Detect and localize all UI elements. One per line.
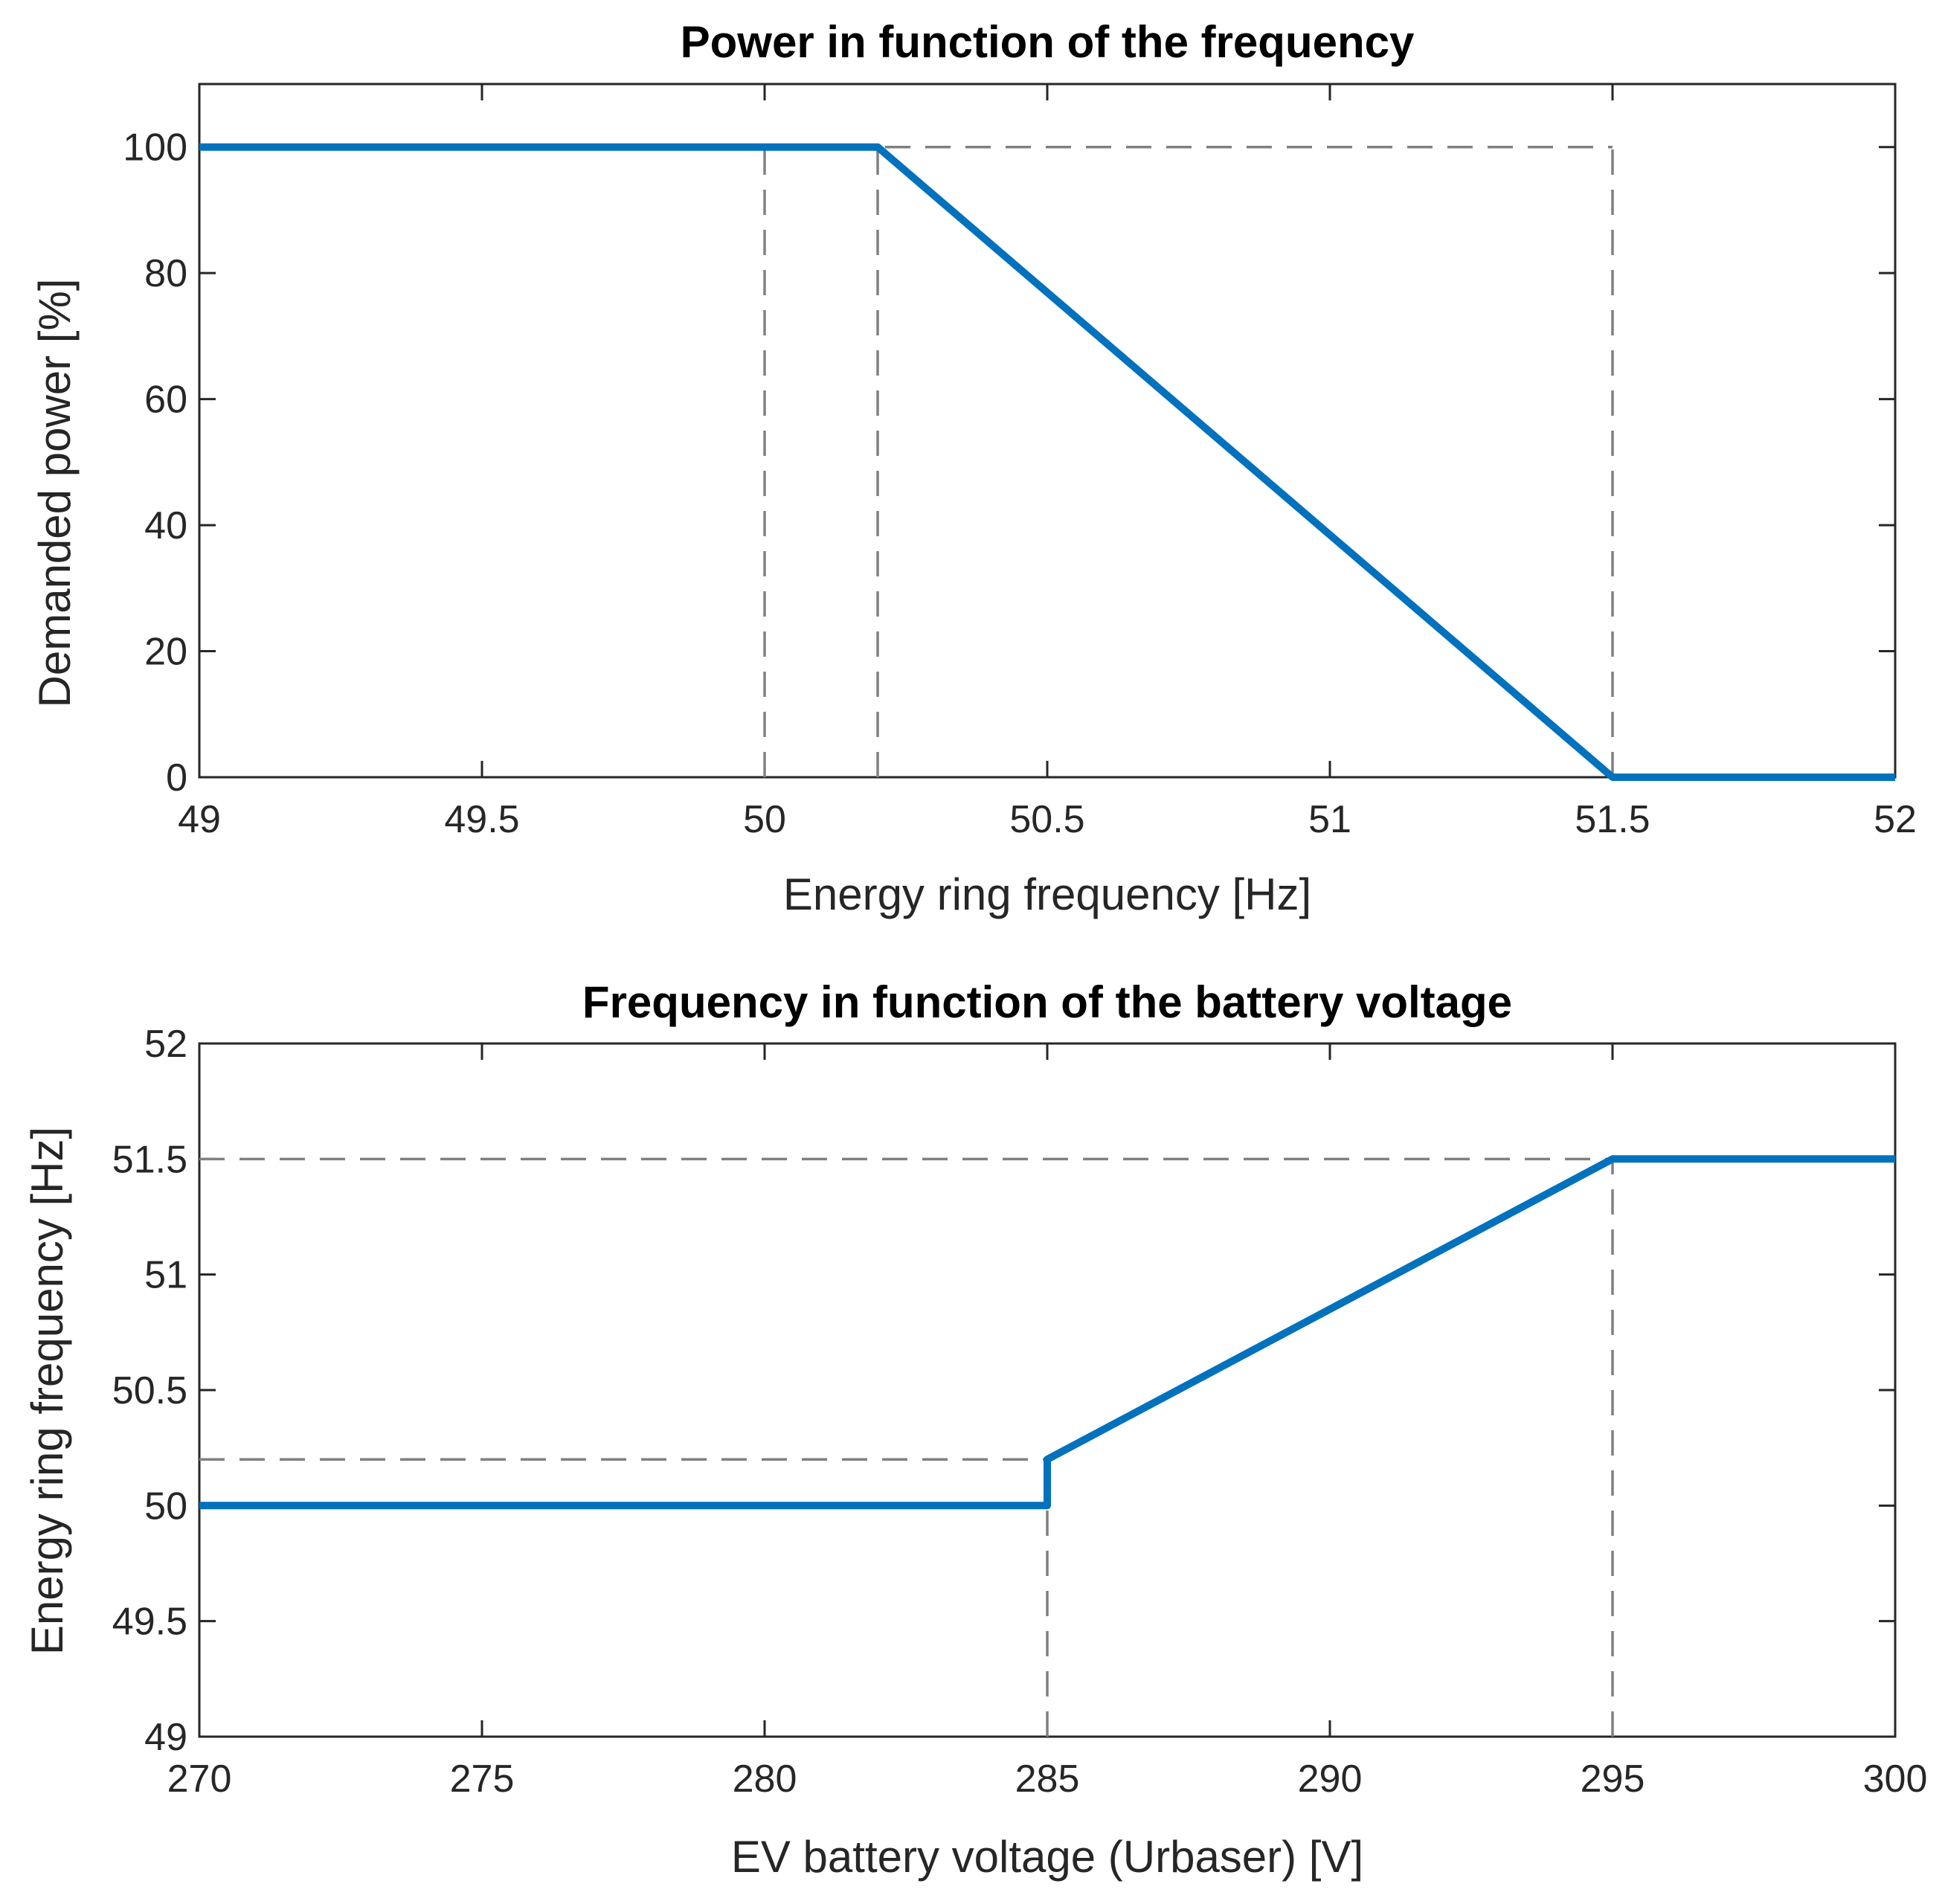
y-tick-label: 0 [166,756,187,800]
chart-title: Power in function of the frequency [681,17,1415,67]
y-axis-label: Energy ring frequency [Hz] [22,1127,72,1655]
plot-area [198,83,1897,779]
y-tick-label: 51.5 [112,1138,187,1181]
y-tick-label: 50.5 [112,1369,187,1412]
y-tick-label: 51 [144,1254,187,1297]
y-tick-label: 80 [144,252,187,295]
x-tick-label: 49.5 [444,798,519,841]
x-tick-label: 52 [1874,798,1917,841]
series-line [199,143,1895,781]
x-tick-label: 280 [733,1757,797,1801]
series-line [199,1155,1895,1510]
x-tick-label: 275 [450,1757,515,1801]
y-tick-label: 60 [144,379,187,422]
x-axis-label: EV battery voltage (Urbaser) [V] [731,1832,1363,1882]
chart-title: Frequency in function of the battery vol… [582,977,1512,1027]
x-tick-label: 51 [1308,798,1351,841]
y-tick-label: 49 [144,1716,187,1759]
x-tick-label: 49 [178,798,221,841]
x-tick-label: 295 [1581,1757,1645,1801]
x-axis-label: Energy ring frequency [Hz] [783,869,1311,919]
x-tick-label: 285 [1015,1757,1080,1801]
x-tick-label: 300 [1863,1757,1928,1801]
x-tick-label: 50.5 [1009,798,1084,841]
x-tick-label: 270 [167,1757,232,1801]
y-tick-label: 50 [144,1485,187,1528]
power-vs-frequency-chart: Power in function of the frequency 49 49.… [30,17,1917,919]
y-tick-label: 40 [144,504,187,547]
y-tick-label: 52 [144,1023,187,1066]
x-tick-label: 290 [1298,1757,1363,1801]
y-tick-label: 100 [123,126,187,170]
x-tick-label: 51.5 [1575,798,1650,841]
y-tick-label: 20 [144,631,187,674]
y-axis-label: Demanded power [%] [30,279,80,708]
frequency-vs-voltage-chart: Frequency in function of the battery vol… [22,977,1927,1882]
y-tick-label: 49.5 [112,1601,187,1644]
x-tick-label: 50 [743,798,786,841]
